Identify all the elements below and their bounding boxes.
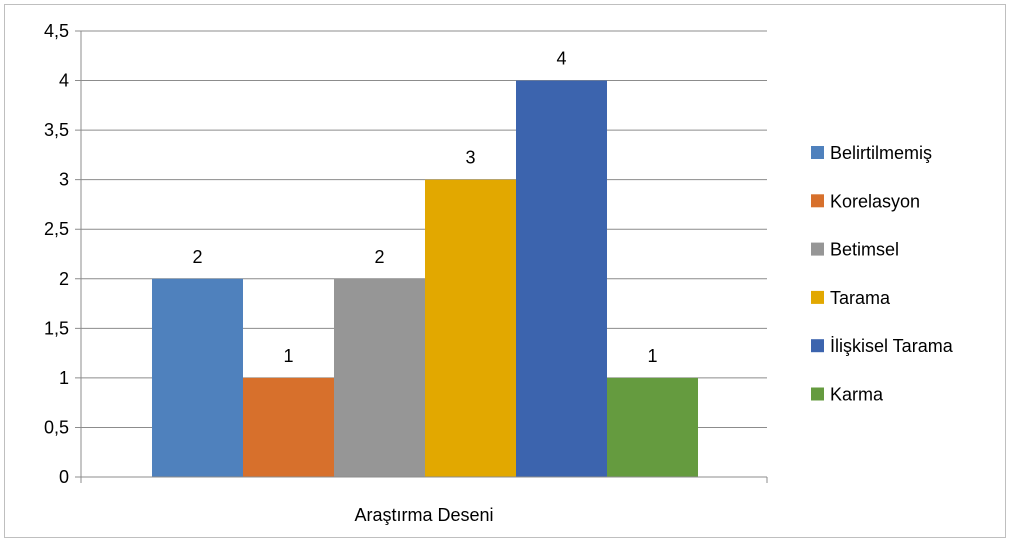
legend-label: Tarama xyxy=(830,288,891,308)
x-axis: Araştırma Deseni xyxy=(80,476,768,525)
bar xyxy=(607,377,698,477)
y-tick-label: 4,5 xyxy=(44,21,69,41)
y-tick-label: 4 xyxy=(59,71,69,91)
legend: Belirtilmemiş Korelasyon Betimsel Tarama İli… xyxy=(811,143,954,405)
data-label: 2 xyxy=(374,247,384,267)
data-label: 4 xyxy=(556,49,566,69)
x-category-label: Araştırma Deseni xyxy=(354,505,493,525)
legend-swatch xyxy=(811,242,824,256)
legend-label: Karma xyxy=(830,385,884,405)
legend-label: Korelasyon xyxy=(830,191,920,211)
bar xyxy=(334,278,425,477)
y-tick-label: 2,5 xyxy=(44,219,69,239)
y-tick-label: 2 xyxy=(59,269,69,289)
legend-label: Belirtilmemiş xyxy=(830,143,932,163)
y-tick-label: 0 xyxy=(59,467,69,487)
legend-swatch xyxy=(811,194,824,208)
data-label: 1 xyxy=(283,346,293,366)
legend-label: Betimsel xyxy=(830,240,899,260)
y-tick-label: 0,5 xyxy=(44,417,69,437)
y-tick-label: 1 xyxy=(59,368,69,388)
y-tick-label: 3,5 xyxy=(44,120,69,140)
y-tick-label: 1,5 xyxy=(44,318,69,338)
bar xyxy=(425,179,516,477)
y-axis: 0 0,5 1 1,5 2 2,5 3 3,5 4 4,5 xyxy=(44,21,82,487)
bar xyxy=(516,80,607,478)
legend-swatch xyxy=(811,387,824,401)
data-label: 2 xyxy=(192,247,202,267)
data-labels: 2 1 2 3 4 1 xyxy=(192,49,657,366)
data-label: 3 xyxy=(465,148,475,168)
bar xyxy=(243,377,334,477)
legend-label: İlişkisel Tarama xyxy=(830,336,954,356)
legend-swatch xyxy=(811,339,824,353)
legend-swatch xyxy=(811,290,824,304)
bar xyxy=(152,278,243,477)
y-tick-label: 3 xyxy=(59,170,69,190)
legend-swatch xyxy=(811,146,824,159)
data-label: 1 xyxy=(647,346,657,366)
bars xyxy=(152,80,698,478)
